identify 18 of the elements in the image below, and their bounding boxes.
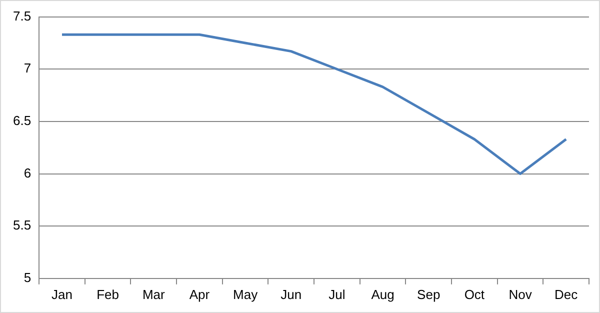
x-tick-label: Apr bbox=[189, 286, 210, 302]
x-tick-label: Sep bbox=[417, 286, 440, 302]
x-tick-label: Aug bbox=[371, 286, 394, 302]
x-tick-label: May bbox=[233, 286, 258, 302]
x-tick-label: Feb bbox=[96, 286, 120, 302]
x-tick-label: Jul bbox=[328, 286, 346, 302]
x-tick-label: Nov bbox=[508, 286, 532, 302]
x-tick-label: Mar bbox=[142, 286, 166, 302]
x-tick-label: Jun bbox=[280, 286, 302, 302]
y-tick-label: 7.5 bbox=[12, 8, 32, 24]
x-tick-label: Dec bbox=[554, 286, 578, 302]
x-tick-label: Jan bbox=[52, 286, 72, 302]
y-tick-label: 7 bbox=[24, 60, 32, 76]
y-tick-label: 6 bbox=[24, 165, 32, 180]
x-tick-label: Oct bbox=[464, 286, 485, 302]
y-tick-label: 5 bbox=[24, 270, 32, 285]
y-tick-label: 6.5 bbox=[12, 113, 32, 128]
y-tick-label: 5.5 bbox=[12, 218, 32, 233]
